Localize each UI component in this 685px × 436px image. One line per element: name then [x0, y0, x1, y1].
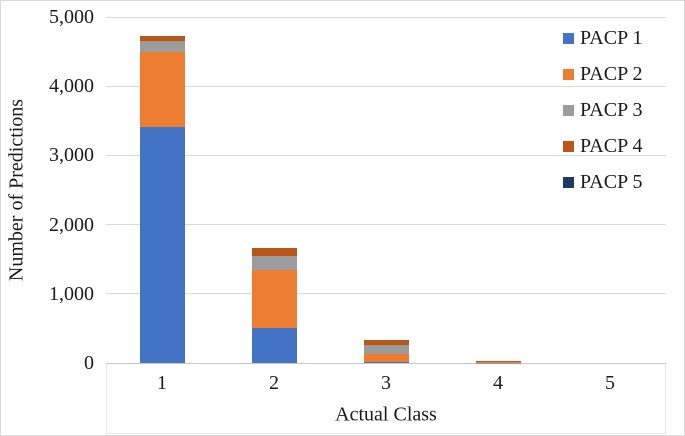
legend-item-pacp-4: PACP 4 [563, 135, 642, 157]
y-tick-label: 0 [84, 352, 94, 374]
legend-label: PACP 4 [580, 135, 643, 157]
legend-label: PACP 5 [580, 171, 643, 193]
legend-item-pacp-1: PACP 1 [563, 27, 642, 49]
x-axis-line [106, 362, 666, 364]
bar-segment-pacp-1-class-2 [251, 327, 297, 363]
gridline [106, 16, 666, 18]
legend-swatch-icon [563, 176, 574, 188]
bar-segment-pacp-4-class-3 [363, 339, 409, 346]
bar-segment-pacp-2-class-2 [251, 270, 297, 328]
legend-swatch-icon [563, 68, 574, 80]
gridline [106, 293, 666, 295]
y-tick-label: 1,000 [49, 282, 94, 305]
x-tick-label: 4 [493, 372, 503, 394]
bar-segment-pacp-3-class-2 [251, 255, 297, 271]
gridline [106, 85, 666, 87]
y-tick-label: 2,000 [49, 213, 94, 236]
x-axis-title: Actual Class [335, 403, 437, 426]
legend-item-pacp-3: PACP 3 [563, 99, 642, 121]
bar-segment-pacp-1-class-3 [363, 361, 409, 363]
bar-segment-pacp-2-class-3 [363, 354, 409, 362]
x-tick-label: 3 [381, 372, 391, 394]
bar-segment-pacp-3-class-1 [139, 41, 185, 52]
legend-item-pacp-5: PACP 5 [563, 171, 642, 193]
legend-label: PACP 1 [580, 27, 643, 49]
legend-swatch-icon [563, 104, 574, 116]
gridline [106, 224, 666, 226]
bar-segment-pacp-3-class-3 [363, 345, 409, 354]
x-tick-label: 2 [269, 372, 279, 394]
bar-segment-pacp-2-class-1 [139, 51, 185, 128]
legend-item-pacp-2: PACP 2 [563, 63, 642, 85]
x-axis-label-strip [106, 363, 666, 434]
legend-swatch-icon [563, 140, 574, 152]
bar-segment-pacp-4-class-2 [251, 248, 297, 256]
y-axis-title: Number of Predictions [5, 98, 28, 282]
legend-label: PACP 3 [580, 99, 643, 121]
gridline [106, 154, 666, 156]
bar-segment-pacp-1-class-1 [139, 127, 185, 363]
y-tick-label: 4,000 [49, 75, 94, 98]
y-tick-label: 3,000 [49, 144, 94, 167]
bar-segment-pacp-4-class-1 [139, 35, 185, 42]
legend-swatch-icon [563, 32, 574, 44]
x-tick-label: 1 [157, 372, 167, 394]
x-tick-label: 5 [605, 372, 615, 394]
y-tick-label: 5,000 [49, 6, 94, 28]
bar-segment-pacp-3-class-4 [475, 361, 521, 363]
legend-label: PACP 2 [580, 63, 643, 85]
